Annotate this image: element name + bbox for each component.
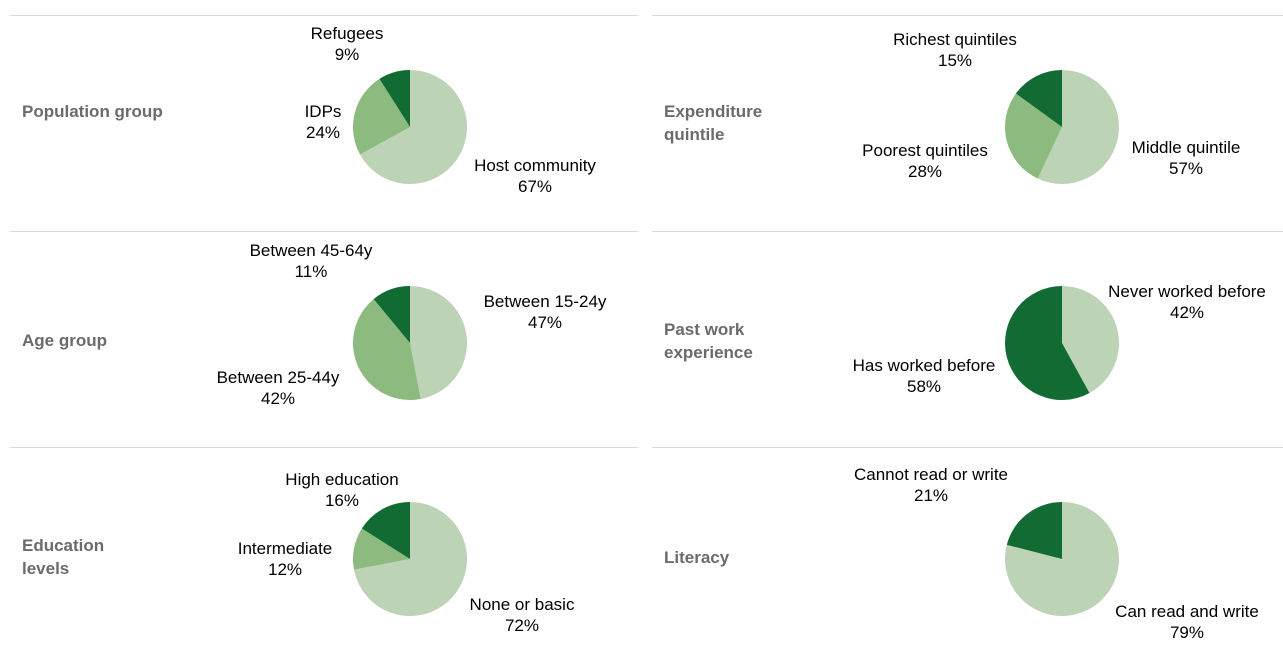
panel-title: Past work experience — [664, 320, 753, 362]
pie-slice-has-worked-before — [1005, 286, 1090, 400]
slice-label: Can read and write 79% — [1115, 602, 1259, 642]
slice-label: Has worked before 58% — [852, 356, 996, 396]
slice-label: High education 16% — [285, 470, 399, 510]
panel-title: Expenditure quintile — [664, 102, 763, 144]
pie-chart — [1005, 286, 1120, 400]
panel-title: Literacy — [664, 548, 730, 567]
pie-slice-richest-quintiles — [1015, 70, 1062, 127]
pie-slice-none-or-basic — [354, 502, 468, 616]
top-rule-left — [10, 15, 638, 16]
row-divider-1-left — [10, 231, 638, 232]
pie-slice-host-community — [360, 70, 467, 184]
slice-label: Richest quintiles 15% — [893, 30, 1017, 70]
pie-slice-cannot-read-or-write — [1006, 502, 1062, 559]
row-divider-2-right — [652, 447, 1283, 448]
slice-label: Between 15-24y 47% — [483, 292, 607, 332]
slice-label: Between 25-44y 42% — [216, 368, 340, 408]
pie-slice-idps — [352, 78, 410, 155]
pie-slice-refugees — [379, 70, 410, 127]
slice-label: Host community 67% — [474, 156, 596, 196]
pie-chart — [1004, 502, 1119, 616]
panel-title: Age group — [22, 331, 107, 350]
slice-label: Refugees 9% — [310, 24, 384, 64]
pie-slice-can-read-and-write — [1004, 502, 1119, 616]
row-divider-1-right — [652, 231, 1283, 232]
pie-slice-middle-quintile — [1037, 70, 1119, 184]
slice-label: Never worked before 42% — [1108, 282, 1266, 322]
pie-slice-between-25-44y — [353, 299, 421, 400]
pie-chart — [352, 502, 468, 616]
panel-title: Population group — [22, 102, 163, 121]
pie-slice-poorest-quintiles — [1005, 93, 1062, 179]
row-divider-2-left — [10, 447, 638, 448]
slice-label: Between 45-64y 11% — [249, 241, 373, 281]
panel-title: Education levels — [22, 536, 105, 578]
pie-slice-between-45-64y — [373, 286, 410, 343]
slice-label: Poorest quintiles 28% — [862, 141, 988, 181]
pie-slice-intermediate — [352, 528, 410, 570]
pie-chart — [353, 286, 467, 400]
pie-slice-between-15-24y — [410, 286, 467, 399]
pie-chart — [1005, 70, 1119, 184]
slice-label: None or basic 72% — [469, 595, 575, 635]
pie-slice-never-worked-before — [1062, 286, 1120, 393]
slice-label: IDPs 24% — [304, 102, 342, 142]
slice-label: Intermediate 12% — [237, 539, 333, 579]
slice-label: Cannot read or write 21% — [853, 465, 1009, 505]
pie-slice-high-education — [361, 502, 410, 559]
slice-label: Middle quintile 57% — [1131, 138, 1241, 178]
pie-chart — [352, 70, 467, 184]
top-rule-right — [652, 15, 1283, 16]
